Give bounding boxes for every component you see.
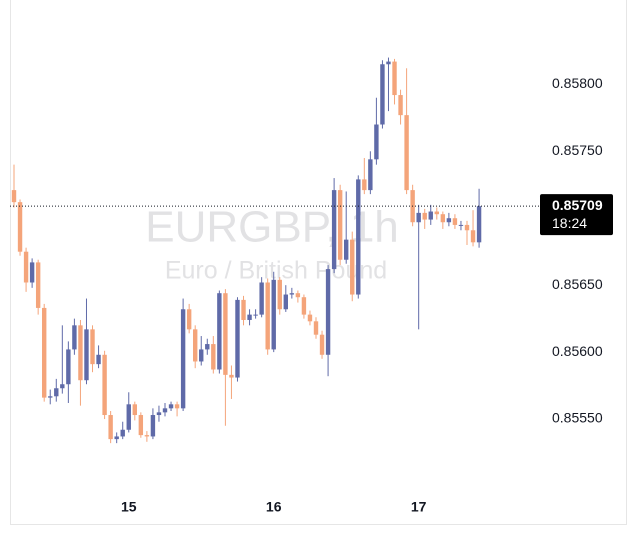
candle-body: [319, 334, 325, 355]
chart-frame: [10, 0, 627, 525]
candle-body: [42, 307, 47, 398]
candle-body: [132, 404, 137, 416]
candle-body: [23, 251, 29, 283]
candle-body: [247, 314, 252, 320]
candle-body: [434, 211, 439, 215]
candle-body: [138, 415, 144, 436]
candle-body: [199, 349, 204, 362]
candle-body: [452, 218, 458, 225]
candle-body: [416, 212, 421, 223]
candle-body: [362, 179, 367, 191]
candle-body: [186, 309, 192, 330]
candle-body: [392, 61, 397, 96]
candle-body: [398, 95, 403, 116]
candle-body: [96, 354, 101, 365]
candle-body: [446, 218, 452, 223]
candle-body: [265, 282, 270, 350]
candle-body: [380, 64, 385, 125]
last-price-label: 0.85709: [552, 197, 603, 213]
candle-body: [150, 415, 156, 437]
candle-body: [374, 124, 379, 160]
candle-body: [253, 314, 258, 316]
candle-body: [205, 344, 210, 350]
candle-body: [428, 211, 433, 220]
y-tick-label: 0.85800: [552, 75, 603, 91]
candle-body: [464, 224, 470, 231]
candle-body: [283, 294, 288, 310]
watermark-title: EURGBP, 1h: [145, 203, 399, 252]
candle-body: [223, 293, 228, 375]
candle-body: [211, 344, 216, 370]
candle-body: [102, 354, 107, 416]
candle-body: [90, 329, 95, 365]
last-price-box: [540, 194, 613, 236]
candle-body: [168, 404, 174, 409]
candle-body: [35, 262, 41, 308]
candle-body: [120, 429, 125, 437]
candle-body: [162, 408, 168, 413]
candle-body: [404, 115, 409, 191]
y-tick-label: 0.85550: [552, 410, 603, 426]
candle-body: [331, 190, 337, 270]
candle-body: [126, 404, 131, 430]
candle-body: [337, 190, 343, 260]
candle-body: [476, 206, 482, 243]
candle-body: [66, 349, 71, 385]
candle-body: [72, 325, 77, 350]
x-tick-label: 17: [411, 499, 427, 515]
candle-body: [84, 329, 89, 381]
candle-body: [180, 309, 186, 409]
candle-body: [440, 214, 446, 223]
candle-body: [78, 325, 83, 381]
candle-body: [307, 314, 313, 322]
countdown-label: 18:24: [552, 215, 587, 231]
candle-body: [277, 279, 282, 310]
candle-body: [156, 412, 162, 416]
candle-body: [54, 388, 59, 397]
candle-body: [313, 321, 319, 335]
candle-body: [17, 202, 23, 252]
x-tick-label: 16: [266, 499, 282, 515]
candle-body: [350, 239, 355, 295]
candle-body: [48, 396, 53, 398]
candle-body: [144, 435, 150, 437]
candle-body: [368, 159, 373, 191]
candle-body: [422, 212, 427, 220]
candle-body: [60, 384, 65, 389]
candle-body: [235, 299, 240, 378]
candle-body: [289, 293, 295, 295]
candle-body: [174, 404, 180, 409]
candle-body: [114, 436, 119, 440]
candle-body: [344, 239, 349, 260]
y-tick-label: 0.85750: [552, 142, 603, 158]
candle-body: [193, 329, 198, 362]
candle-body: [470, 230, 476, 243]
candle-body: [108, 415, 113, 440]
candle-body: [259, 282, 264, 315]
candle-body: [386, 61, 391, 65]
candle-body: [325, 269, 331, 355]
y-tick-label: 0.85600: [552, 343, 603, 359]
candle-body: [241, 299, 246, 320]
candle-body: [301, 297, 307, 315]
candle-body: [11, 190, 17, 203]
candle-body: [458, 224, 464, 226]
candle-body: [295, 293, 301, 298]
candle-body: [29, 262, 35, 283]
candle-body: [271, 279, 276, 350]
y-tick-label: 0.85650: [552, 276, 603, 292]
candle-body: [356, 179, 361, 295]
candle-body: [229, 374, 234, 378]
candle-body: [217, 293, 222, 370]
x-tick-label: 15: [121, 499, 137, 515]
